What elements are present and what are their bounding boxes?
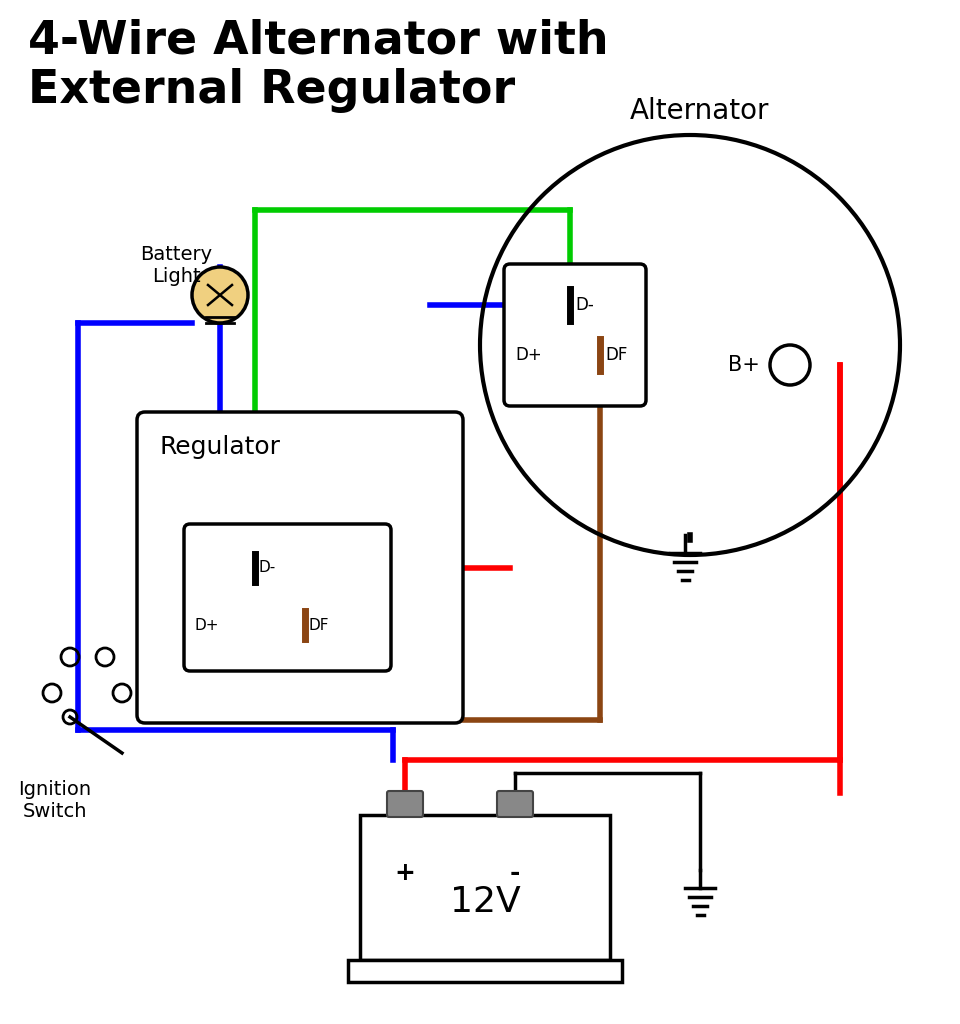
Text: DF: DF (309, 617, 329, 633)
FancyBboxPatch shape (184, 524, 391, 671)
Text: +: + (395, 861, 416, 885)
Text: Ignition
Switch: Ignition Switch (18, 780, 91, 821)
FancyBboxPatch shape (137, 412, 463, 723)
Text: Battery
Light: Battery Light (140, 245, 212, 286)
Text: DF: DF (605, 346, 628, 364)
Text: B+: B+ (728, 355, 760, 375)
FancyBboxPatch shape (497, 791, 533, 817)
Text: 12V: 12V (449, 886, 520, 920)
Circle shape (192, 267, 248, 323)
Text: Alternator: Alternator (631, 97, 770, 125)
Text: D-: D- (575, 296, 593, 314)
Bar (360, 815, 610, 961)
Text: D-: D- (259, 560, 276, 575)
Text: D+: D+ (515, 346, 541, 364)
Text: -: - (510, 861, 520, 885)
Circle shape (770, 345, 810, 385)
Text: Regulator: Regulator (160, 435, 281, 459)
FancyBboxPatch shape (504, 264, 646, 406)
Bar (348, 961, 622, 982)
Text: 4-Wire Alternator with
External Regulator: 4-Wire Alternator with External Regulato… (28, 18, 609, 114)
FancyBboxPatch shape (387, 791, 423, 817)
Text: D+: D+ (195, 617, 220, 633)
